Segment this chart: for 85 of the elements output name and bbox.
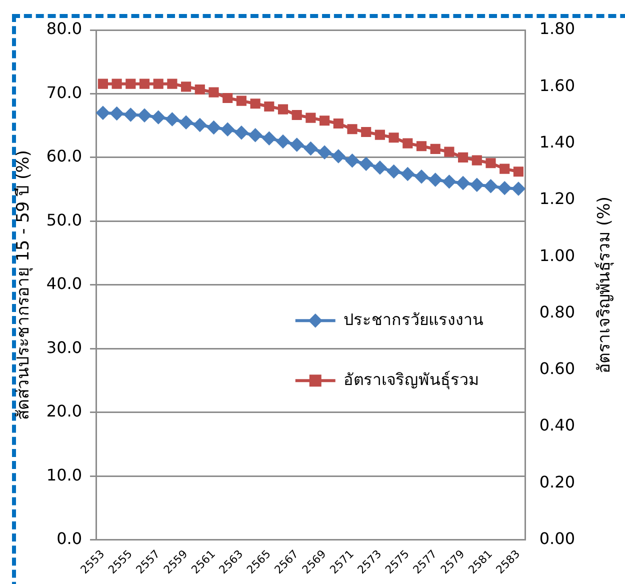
- y2-tick-label: 1.60: [539, 76, 575, 95]
- point: [153, 78, 164, 89]
- y-tick-label: 10.0: [46, 465, 82, 484]
- point: [181, 82, 192, 92]
- point: [416, 141, 427, 152]
- point: [456, 176, 470, 190]
- point: [180, 116, 193, 129]
- point: [333, 118, 344, 129]
- point: [346, 154, 359, 168]
- legend-label: อัตราเจริญพันธุ์รวม: [343, 370, 480, 390]
- point: [387, 164, 400, 178]
- y-tick-label: 40.0: [46, 274, 82, 294]
- point: [332, 150, 345, 163]
- point: [401, 168, 414, 181]
- point: [152, 110, 165, 124]
- point: [112, 78, 122, 89]
- y2-tick-label: 0.80: [539, 302, 575, 322]
- point: [442, 175, 456, 188]
- point: [500, 164, 510, 174]
- point: [208, 87, 219, 98]
- y2-tick-label: 1.80: [539, 19, 575, 38]
- point: [167, 78, 178, 89]
- point: [96, 106, 110, 120]
- point: [292, 110, 302, 120]
- point: [304, 142, 318, 156]
- y2-tick-label: 1.40: [539, 132, 575, 152]
- point: [430, 144, 440, 154]
- y2-tick-label: 0.60: [539, 359, 575, 378]
- point: [486, 158, 496, 168]
- y-tick-label: 30.0: [46, 338, 82, 357]
- legend-label: ประชากรวัยแรงงาน: [343, 310, 484, 329]
- point: [236, 96, 246, 106]
- point: [373, 161, 386, 174]
- y2-tick-label: 0.20: [539, 472, 575, 492]
- point: [124, 108, 138, 122]
- point: [234, 126, 248, 140]
- y-tick-label: 0.0: [56, 529, 82, 548]
- point: [470, 178, 484, 192]
- y-tick-label: 50.0: [46, 210, 82, 230]
- y-tick-label: 60.0: [46, 146, 82, 166]
- point: [513, 166, 524, 177]
- point: [512, 182, 525, 196]
- point: [388, 132, 399, 143]
- point: [415, 170, 428, 184]
- point: [484, 180, 498, 193]
- point: [222, 92, 233, 104]
- point: [264, 101, 274, 112]
- point: [262, 132, 276, 145]
- point: [250, 98, 260, 109]
- point: [498, 182, 512, 195]
- point: [248, 128, 262, 142]
- point: [139, 78, 150, 89]
- point: [193, 118, 206, 132]
- point: [428, 173, 442, 186]
- y2-tick-label: 1.20: [539, 189, 575, 208]
- point: [472, 155, 482, 166]
- y2-tick-label: 0.40: [539, 416, 575, 435]
- point: [221, 122, 234, 136]
- y-tick-label: 80.0: [46, 19, 82, 38]
- point: [347, 124, 358, 134]
- point: [444, 146, 454, 157]
- point: [320, 116, 330, 126]
- point: [318, 146, 332, 159]
- point: [166, 112, 179, 126]
- point: [290, 138, 304, 152]
- point: [194, 84, 205, 95]
- y-tick-label: 20.0: [46, 402, 82, 421]
- y2-axis-title: อัตราเจริญพันธุ์รวม (%): [594, 196, 614, 374]
- point: [374, 130, 385, 140]
- point: [110, 106, 124, 120]
- point: [207, 121, 220, 134]
- point: [138, 108, 151, 122]
- point: [360, 157, 373, 170]
- y2-tick-label: 1.00: [539, 246, 575, 265]
- point: [306, 112, 316, 123]
- point: [126, 78, 136, 89]
- point: [98, 78, 108, 89]
- point: [361, 126, 372, 138]
- point: [278, 104, 288, 114]
- point: [458, 152, 468, 163]
- y-tick-label: 70.0: [46, 82, 82, 102]
- y-axis-title: สัดส่วนประชากรอายุ 15 - 59 ปี (%): [14, 150, 34, 420]
- point: [402, 138, 413, 148]
- point: [276, 135, 290, 148]
- y2-tick-label: 0.00: [539, 529, 575, 548]
